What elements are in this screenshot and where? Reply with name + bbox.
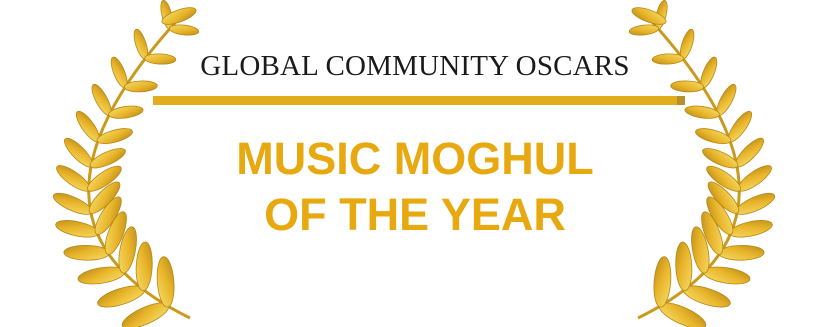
laurel-leaf (77, 266, 125, 285)
organization-heading: GLOBAL COMMUNITY OSCARS (200, 50, 630, 82)
laurel-leaf (695, 128, 732, 145)
laurel-leaf (703, 266, 751, 285)
laurel-leaf (701, 211, 724, 255)
laurel-leaf (653, 256, 672, 308)
award-title-line-2: OF THE YEAR (264, 189, 566, 240)
laurel-leaf (168, 24, 200, 36)
laurel-leaf (161, 7, 197, 25)
laurel-leaf (706, 196, 734, 235)
laurel-leaf (684, 105, 720, 119)
laurel-leaf (651, 53, 684, 65)
laurel-leaf (87, 165, 122, 192)
laurel-leaf (631, 7, 667, 25)
laurel-leaf (702, 148, 739, 169)
laurel-leaf (89, 148, 126, 169)
laurel-leaf (144, 53, 177, 65)
laurel-leaf (88, 181, 121, 214)
award-title-line-1: MUSIC MOGHUL (236, 133, 594, 184)
laurel-leaf (135, 241, 153, 292)
gold-divider (153, 96, 685, 105)
laurel-branch-right-icon (628, 0, 776, 327)
laurel-leaf (63, 244, 110, 261)
laurel-leaf (123, 80, 158, 93)
laurel-leaf (104, 211, 127, 255)
laurel-leaf (706, 165, 741, 192)
laurel-leaf (691, 226, 710, 274)
laurel-leaf (670, 80, 705, 93)
laurel-leaf (108, 105, 144, 119)
laurel-leaf (156, 256, 175, 308)
laurel-leaf (628, 24, 660, 36)
laurel-leaf (718, 244, 765, 261)
laurel-leaf (707, 181, 740, 214)
laurel-leaf (96, 128, 133, 145)
laurel-leaf (675, 241, 693, 292)
laurel-leaf (118, 226, 137, 274)
laurel-leaf (94, 196, 122, 235)
laurel-branch-left-icon (52, 0, 200, 327)
